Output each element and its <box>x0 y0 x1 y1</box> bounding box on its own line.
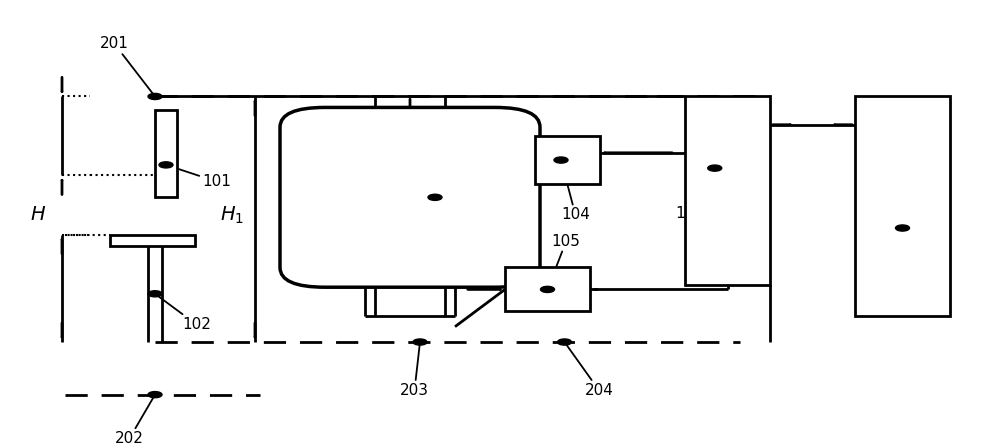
Bar <box>535 136 600 184</box>
Circle shape <box>148 93 162 99</box>
Text: 104: 104 <box>561 160 590 223</box>
Text: 101: 101 <box>166 165 231 189</box>
Bar <box>505 268 590 311</box>
Text: 203: 203 <box>400 342 429 398</box>
Text: 102: 102 <box>155 294 211 332</box>
Circle shape <box>558 339 572 345</box>
Text: $H$: $H$ <box>30 205 46 224</box>
Bar <box>155 110 177 197</box>
Circle shape <box>428 194 442 200</box>
Bar <box>110 235 195 246</box>
Text: 107: 107 <box>865 228 902 279</box>
Circle shape <box>540 286 554 293</box>
Circle shape <box>896 225 910 231</box>
Bar <box>855 96 950 316</box>
Text: 202: 202 <box>115 395 155 446</box>
Text: $H_1$: $H_1$ <box>220 204 244 226</box>
Circle shape <box>159 162 173 168</box>
Circle shape <box>148 291 162 297</box>
Text: 204: 204 <box>564 342 613 398</box>
Text: 201: 201 <box>100 37 155 96</box>
Bar <box>685 96 770 285</box>
Text: 105: 105 <box>548 234 581 289</box>
Circle shape <box>708 165 722 171</box>
Text: 103: 103 <box>435 197 499 231</box>
Circle shape <box>554 157 568 163</box>
Text: 106: 106 <box>675 168 715 221</box>
Circle shape <box>148 392 162 398</box>
Circle shape <box>413 339 427 345</box>
FancyBboxPatch shape <box>280 107 540 287</box>
